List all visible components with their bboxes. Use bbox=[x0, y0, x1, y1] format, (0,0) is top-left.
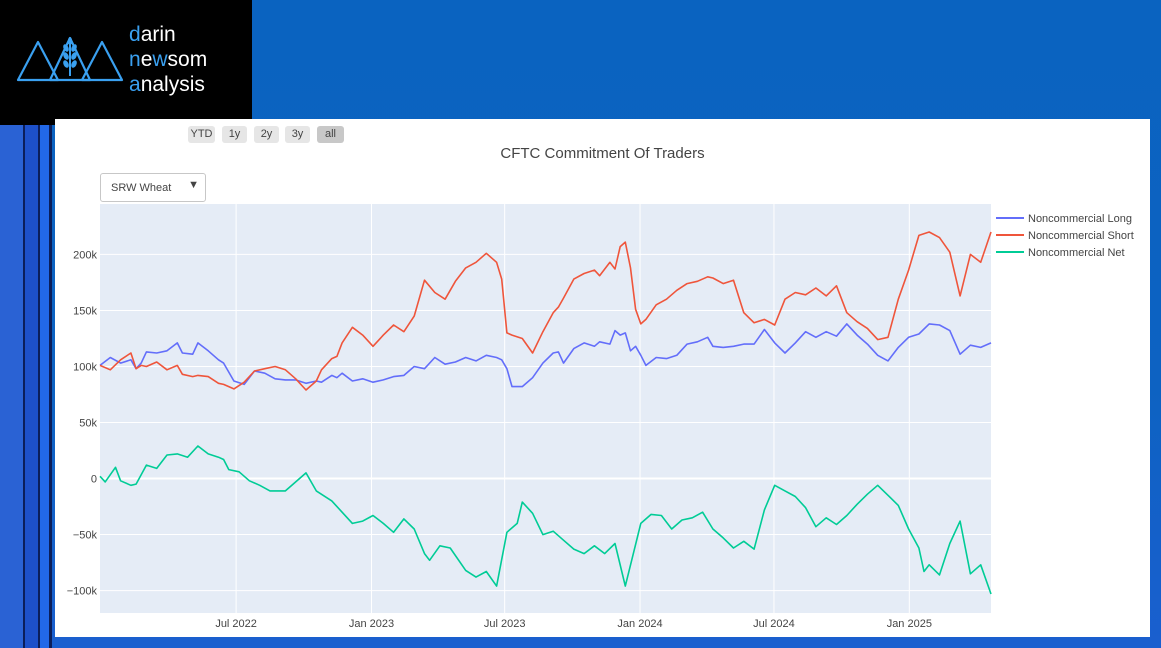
left-stripe-dark bbox=[0, 0, 23, 648]
axis-labels: 200k 150k 100k 50k 0 −50k −100k Jul 2022 Jan 202… bbox=[67, 249, 932, 630]
legend-label[interactable]: Noncommercial Short bbox=[1028, 230, 1134, 242]
x-tick-label: Jan 2025 bbox=[887, 618, 932, 630]
x-tick-label: Jul 2022 bbox=[215, 618, 257, 630]
range-button-ytd[interactable]: YTD bbox=[188, 126, 215, 143]
brand-logo: darin newsom analysis bbox=[0, 0, 252, 125]
y-tick-label: 100k bbox=[73, 361, 97, 373]
left-stripe-bright bbox=[40, 0, 49, 648]
chart-title: CFTC Commitment Of Traders bbox=[500, 145, 705, 162]
y-tick-label: −50k bbox=[73, 530, 98, 542]
mountain-wheat-icon bbox=[16, 36, 124, 82]
left-stripe-line-2 bbox=[38, 0, 40, 648]
y-tick-label: −100k bbox=[67, 586, 98, 598]
y-tick-label: 200k bbox=[73, 249, 97, 261]
legend-label[interactable]: Noncommercial Long bbox=[1028, 213, 1132, 225]
range-button-1y[interactable]: 1y bbox=[222, 126, 247, 143]
range-button-all[interactable]: all bbox=[317, 126, 344, 143]
grid-lines bbox=[100, 204, 991, 613]
dropdown-selected-value: SRW Wheat bbox=[111, 182, 172, 194]
commodity-dropdown[interactable]: SRW Wheat ▼ bbox=[100, 173, 206, 202]
logo-line-3: analysis bbox=[129, 73, 205, 96]
y-tick-label: 150k bbox=[73, 305, 97, 317]
y-tick-label: 0 bbox=[91, 474, 97, 486]
logo-line-2: newsom bbox=[129, 48, 208, 71]
chart-panel: YTD 1y 2y 3y all CFTC Commitment Of Trad… bbox=[55, 119, 1150, 637]
series-line-noncommercial-net[interactable] bbox=[99, 445, 992, 595]
range-button-3y[interactable]: 3y bbox=[285, 126, 310, 143]
legend-label[interactable]: Noncommercial Net bbox=[1028, 247, 1125, 259]
plot-area[interactable] bbox=[100, 204, 991, 613]
y-tick-label: 50k bbox=[79, 418, 97, 430]
x-tick-label: Jul 2024 bbox=[753, 618, 795, 630]
series-lines bbox=[99, 231, 992, 595]
left-stripe-line-3 bbox=[49, 0, 52, 648]
series-line-noncommercial-short[interactable] bbox=[99, 231, 992, 391]
dropdown-arrow-icon: ▼ bbox=[188, 179, 199, 191]
left-stripe-mid bbox=[25, 0, 38, 648]
x-tick-label: Jan 2024 bbox=[617, 618, 662, 630]
range-button-2y[interactable]: 2y bbox=[254, 126, 279, 143]
x-tick-label: Jul 2023 bbox=[484, 618, 526, 630]
logo-accent-letter: w bbox=[152, 48, 168, 71]
x-tick-label: Jan 2023 bbox=[349, 618, 394, 630]
line-chart: 200k 150k 100k 50k 0 −50k −100k Jul 2022 Jan 202… bbox=[67, 204, 1134, 630]
series-line-noncommercial-long[interactable] bbox=[99, 323, 992, 388]
left-stripe-line-1 bbox=[23, 0, 25, 648]
legend: Noncommercial Long Noncommercial Short Non… bbox=[996, 213, 1134, 259]
logo-wordmark: darin newsom analysis bbox=[129, 22, 207, 97]
logo-line-1: darin bbox=[129, 23, 176, 46]
